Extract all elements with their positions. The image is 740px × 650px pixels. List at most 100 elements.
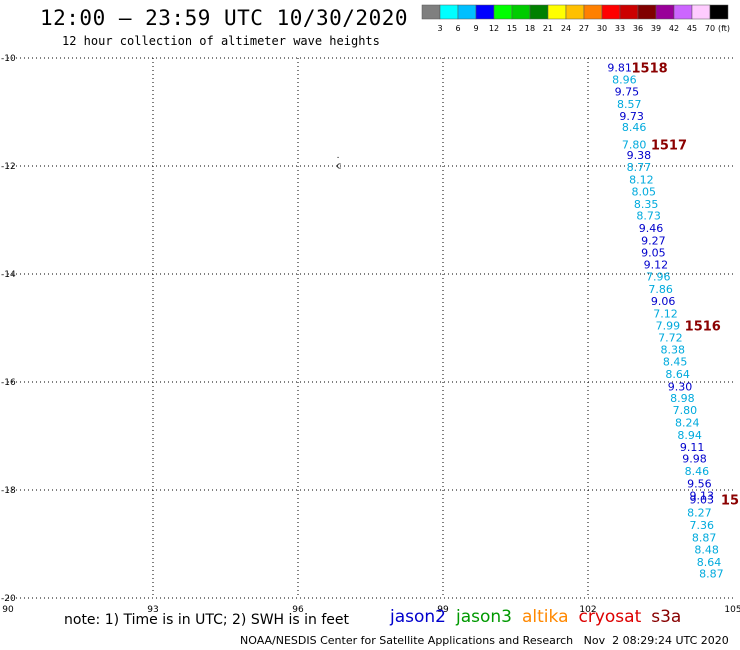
small-mark: .	[337, 151, 340, 161]
swh-point-label: 8.87	[692, 532, 717, 545]
swh-point-label: 7.99	[656, 319, 681, 332]
x-tick-label: 90	[2, 605, 14, 615]
x-tick-label: 102	[579, 605, 596, 615]
swh-point-label: 8.57	[617, 98, 642, 111]
scale-swatch	[493, 4, 513, 20]
scale-swatch	[619, 4, 639, 20]
swh-point-label: 8.77	[627, 161, 652, 174]
y-tick-label: -12	[1, 162, 16, 172]
scale-label: 42	[669, 24, 679, 33]
y-tick-label: -14	[1, 270, 16, 280]
satellite-jason2: jason2	[390, 607, 446, 627]
swh-point-label: 9.06	[651, 295, 676, 308]
swh-point-label: 7.80	[622, 138, 647, 151]
x-tick-label: 105	[724, 605, 740, 615]
y-tick-label: -18	[1, 486, 16, 496]
scale-swatch	[547, 4, 567, 20]
scale-swatch	[637, 4, 657, 20]
chart-title: 12:00 – 23:59 UTC 10/30/2020	[40, 6, 409, 30]
y-tick-label: -10	[1, 54, 16, 64]
scale-label: 33	[615, 24, 625, 33]
scale-swatch	[655, 4, 675, 20]
scale-label: 39	[651, 24, 661, 33]
scale-swatch	[583, 4, 603, 20]
scale-swatch	[529, 4, 549, 20]
swh-point-label: 7.96	[646, 271, 671, 284]
scale-label: 21	[543, 24, 553, 33]
satellite-cryosat: cryosat	[578, 607, 642, 627]
scale-swatch	[565, 4, 585, 20]
scale-swatch	[457, 4, 477, 20]
scale-label: 18	[525, 24, 535, 33]
scale-label: 30	[597, 24, 607, 33]
scale-label: 70	[705, 24, 715, 33]
scale-swatch	[511, 4, 531, 20]
satellite-jason3: jason3	[456, 607, 512, 627]
swh-point-label: 9.81	[607, 62, 632, 75]
scale-label: 24	[561, 24, 571, 33]
swh-point-label: 9.98	[682, 453, 707, 466]
swh-point-label: 9.12	[644, 258, 669, 271]
scale-label: (ft)	[718, 24, 730, 33]
swh-point-label: 9.46	[639, 222, 664, 235]
y-tick-label: -20	[1, 594, 16, 604]
swh-point-label: 8.35	[634, 198, 659, 211]
orbit-time-label: 15	[721, 494, 739, 509]
swh-point-label: 8.12	[629, 174, 654, 187]
swh-point-label: 8.96	[612, 74, 637, 87]
scale-swatch	[601, 4, 621, 20]
swh-point-label: 8.45	[663, 355, 688, 368]
swh-point-label: 7.86	[648, 283, 673, 296]
data-points: 9.818.969.758.579.738.467.809.388.778.12…	[607, 62, 723, 581]
swh-point-label: 8.64	[665, 368, 690, 381]
scale-label: 15	[507, 24, 517, 33]
swh-point-label: 8.48	[694, 543, 719, 556]
swh-point-label: 7.80	[673, 404, 698, 417]
orbit-time-label: 1516	[685, 319, 721, 334]
swh-point-label: 9.13	[690, 489, 715, 502]
swh-point-label: 8.87	[699, 568, 724, 581]
swh-point-label: 9.75	[615, 85, 640, 98]
satellite-legend: jason2 jason3 altika cryosat s3a	[390, 607, 691, 627]
scale-label: 36	[633, 24, 643, 33]
small-mark: c	[337, 162, 342, 172]
scale-swatch	[475, 4, 495, 20]
satellite-s3a: s3a	[651, 607, 682, 627]
chart-subtitle: 12 hour collection of altimeter wave hei…	[62, 34, 380, 48]
swh-point-label: 8.38	[661, 344, 686, 357]
swh-point-label: 7.12	[653, 307, 678, 320]
orbit-time-label: 1517	[651, 138, 687, 153]
footer-credit: NOAA/NESDIS Center for Satellite Applica…	[240, 634, 729, 647]
scale-swatch	[709, 4, 729, 20]
grid	[8, 57, 733, 599]
y-tick-label: -16	[1, 378, 16, 388]
scale-label: 6	[455, 24, 460, 33]
scale-label: 3	[437, 24, 442, 33]
color-scale-legend: 3 6 9 12 15 18 21 24 27 30 33 36 39 42 45 70 (ft)	[421, 4, 730, 33]
scale-swatch	[421, 4, 441, 20]
scale-swatch	[439, 4, 459, 20]
small-marks: .c	[337, 151, 342, 172]
swh-point-label: 9.27	[641, 235, 666, 248]
swh-point-label: 8.73	[636, 210, 661, 223]
scale-label: 12	[489, 24, 499, 33]
swh-point-label: 9.03	[690, 494, 715, 507]
swh-point-label: 8.98	[670, 392, 695, 405]
swh-point-label: 8.05	[632, 185, 657, 198]
scale-label: 9	[473, 24, 478, 33]
scale-label: 45	[687, 24, 697, 33]
swh-point-label: 8.46	[685, 465, 710, 478]
satellite-altika: altika	[522, 607, 569, 627]
x-tick-label: 93	[147, 605, 158, 615]
swh-point-label: 9.38	[627, 149, 652, 162]
swh-point-label: 7.72	[658, 332, 683, 345]
swh-point-label: 9.30	[668, 380, 693, 393]
swh-point-label: 9.73	[619, 110, 644, 123]
swh-point-label: 8.94	[677, 429, 702, 442]
swh-point-label: 8.64	[697, 556, 722, 569]
scale-label: 27	[579, 24, 589, 33]
swh-point-label: 8.46	[622, 121, 647, 134]
x-tick-label: 96	[292, 605, 304, 615]
swh-point-label: 9.11	[680, 441, 705, 454]
